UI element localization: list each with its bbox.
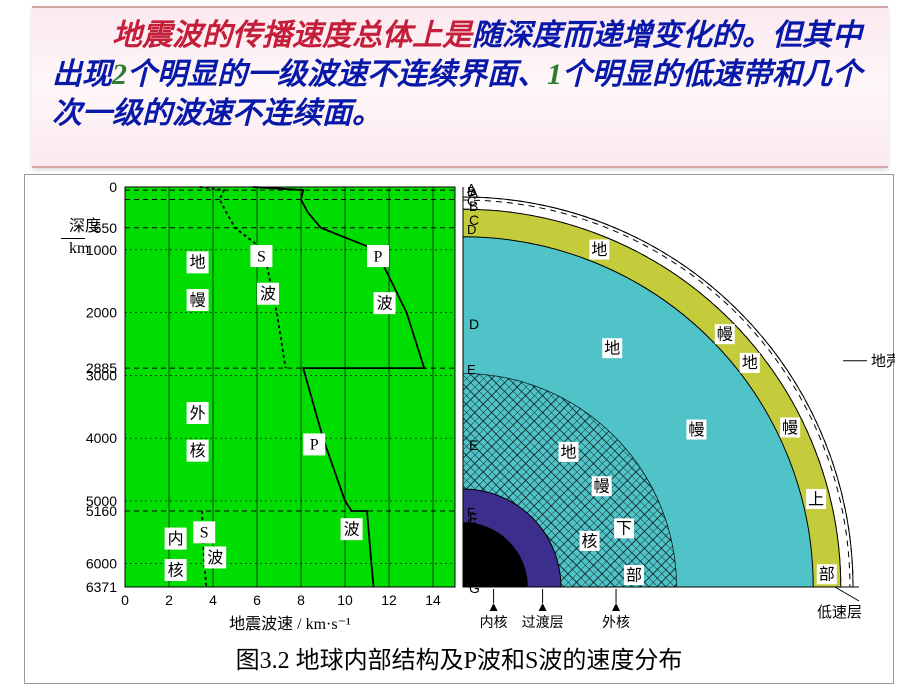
svg-text:10: 10 xyxy=(337,592,353,608)
svg-text:幔: 幔 xyxy=(782,419,798,437)
svg-text:幔: 幔 xyxy=(717,325,733,343)
svg-text:km: km xyxy=(69,240,90,257)
svg-text:幔: 幔 xyxy=(190,291,206,309)
svg-text:G: G xyxy=(469,580,480,596)
svg-text:部: 部 xyxy=(819,566,835,584)
svg-text:S: S xyxy=(200,525,209,542)
svg-text:幔: 幔 xyxy=(688,421,704,439)
svg-text:核: 核 xyxy=(582,532,598,550)
svg-text:地: 地 xyxy=(591,241,607,259)
number-1: 1 xyxy=(547,58,562,91)
svg-text:下: 下 xyxy=(616,521,632,538)
svg-text:P: P xyxy=(310,437,319,454)
svg-text:波: 波 xyxy=(207,549,223,567)
svg-text:6371: 6371 xyxy=(86,579,117,595)
svg-text:12: 12 xyxy=(381,592,397,608)
svg-text:地: 地 xyxy=(561,443,577,461)
svg-text:波: 波 xyxy=(260,285,276,303)
svg-text:幔: 幔 xyxy=(594,478,610,496)
svg-text:地震波速 / km·s⁻¹: 地震波速 / km·s⁻¹ xyxy=(229,615,351,633)
svg-text:部: 部 xyxy=(626,566,642,584)
svg-text:G: G xyxy=(467,515,477,530)
svg-text:8: 8 xyxy=(297,592,305,608)
svg-text:6000: 6000 xyxy=(86,556,117,572)
svg-text:E: E xyxy=(467,362,476,377)
figure-container: 0246810121406501000200028853000400050005… xyxy=(24,174,894,684)
svg-text:S: S xyxy=(257,248,266,265)
svg-text:5160: 5160 xyxy=(86,503,117,519)
svg-text:3000: 3000 xyxy=(86,367,117,383)
svg-text:E: E xyxy=(469,437,478,453)
svg-text:内: 内 xyxy=(168,530,184,548)
svg-text:地: 地 xyxy=(604,340,620,358)
svg-text:2: 2 xyxy=(165,592,173,608)
svg-text:外: 外 xyxy=(190,404,206,422)
svg-text:0: 0 xyxy=(109,179,117,195)
svg-text:核: 核 xyxy=(168,561,184,579)
svg-text:D: D xyxy=(467,222,476,237)
figure-caption: 图3.2 地球内部结构及P波和S波的速度分布 xyxy=(25,640,893,675)
svg-text:核: 核 xyxy=(190,442,206,460)
svg-text:P: P xyxy=(374,248,383,265)
svg-text:低速层: 低速层 xyxy=(817,604,862,621)
svg-text:4: 4 xyxy=(209,592,217,608)
text-segment: 地震波的传播速度总体上是 xyxy=(112,19,472,52)
header-paragraph: 空空地震波的传播速度总体上是随深度而递增变化的。但其中出现2个明显的一级波速不连… xyxy=(32,6,888,168)
text-segment: 随深度而递增变化的。 xyxy=(472,19,772,52)
number-2: 2 xyxy=(112,58,127,91)
svg-text:内核: 内核 xyxy=(480,615,508,631)
svg-text:波: 波 xyxy=(344,521,360,539)
svg-text:深度: 深度 xyxy=(69,217,101,235)
figure-svg: 0246810121406501000200028853000400050005… xyxy=(25,175,895,645)
svg-text:14: 14 xyxy=(425,592,441,608)
svg-text:上: 上 xyxy=(808,490,824,508)
svg-text:2000: 2000 xyxy=(86,305,117,321)
svg-text:D: D xyxy=(469,316,479,332)
svg-text:6: 6 xyxy=(253,592,261,608)
svg-text:外核: 外核 xyxy=(602,615,630,631)
svg-text:波: 波 xyxy=(377,294,393,312)
svg-text:地壳: 地壳 xyxy=(871,353,895,370)
svg-text:1000: 1000 xyxy=(86,242,117,258)
svg-text:地: 地 xyxy=(742,354,758,372)
svg-text:4000: 4000 xyxy=(86,430,117,446)
svg-text:0: 0 xyxy=(121,592,129,608)
svg-text:地: 地 xyxy=(190,254,206,272)
text-segment: 个明显的一级波速不连续界面、 xyxy=(127,58,547,91)
svg-text:C: C xyxy=(467,194,476,209)
svg-text:过渡层: 过渡层 xyxy=(522,615,564,631)
